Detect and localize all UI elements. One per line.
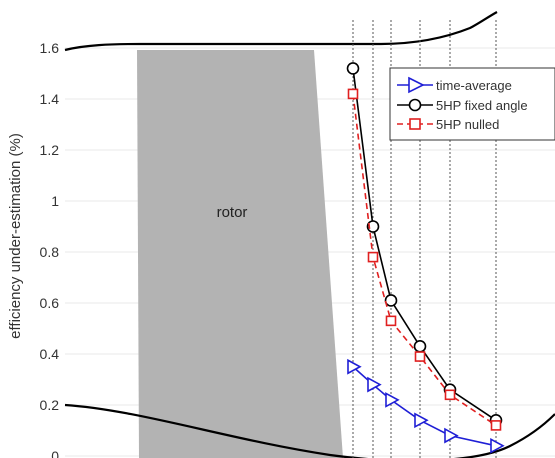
data-point [347,88,359,100]
y-tick-label: 1.2 [40,142,60,158]
legend-label-5hp-fixed-angle: 5HP fixed angle [436,98,528,113]
y-tick-label: 0.6 [40,295,60,311]
data-point [346,62,360,75]
data-point [414,412,429,429]
rotor-blade [137,50,343,458]
data-point [367,251,379,263]
data-point [413,340,427,353]
data-point [385,392,400,408]
y-tick-label: 0 [51,448,59,458]
data-point [367,376,382,393]
legend-entry-5hp-fixed-angle: 5HP fixed angle [397,98,528,113]
data-point [366,220,380,233]
y-axis: 0 0.2 0.4 0.6 0.8 1 1.2 1.4 1.6 [40,40,60,458]
series-line [352,93,497,427]
y-tick-label: 1.6 [40,40,60,56]
series-time-average [347,358,505,454]
lower-endwall-line [64,403,555,458]
y-axis-title: efficiency under-estimation (%) [7,133,24,339]
y-tick-label: 0.4 [40,346,60,362]
legend-marker-5hp-nulled [409,118,421,130]
legend-entry-time-average: time-average [397,76,512,94]
y-tick-label: 1.4 [40,91,60,107]
legend-label-5hp-nulled: 5HP nulled [436,117,499,132]
rotor-label: rotor [217,204,248,221]
y-tick-label: 1 [51,193,59,209]
upper-endwall-line [64,11,498,52]
series-5hp-nulled [347,88,502,431]
legend-marker-5hp-fixed-angle [408,98,422,112]
data-point [444,427,459,444]
legend-label-time-average: time-average [436,78,512,93]
data-point [347,358,362,375]
data-point [414,351,426,362]
legend-marker-time-average [408,76,425,94]
legend: time-average 5HP fixed angle 5HP nulled [389,67,555,141]
series-line [352,68,497,421]
data-point [385,315,397,327]
y-tick-label: 0.2 [40,397,60,413]
legend-entry-5hp-nulled: 5HP nulled [397,117,499,132]
data-point [444,389,456,401]
y-tick-label: 0.8 [40,244,60,260]
data-point [384,294,398,307]
data-series [346,62,505,454]
data-point [490,420,502,431]
data-point [490,437,505,454]
